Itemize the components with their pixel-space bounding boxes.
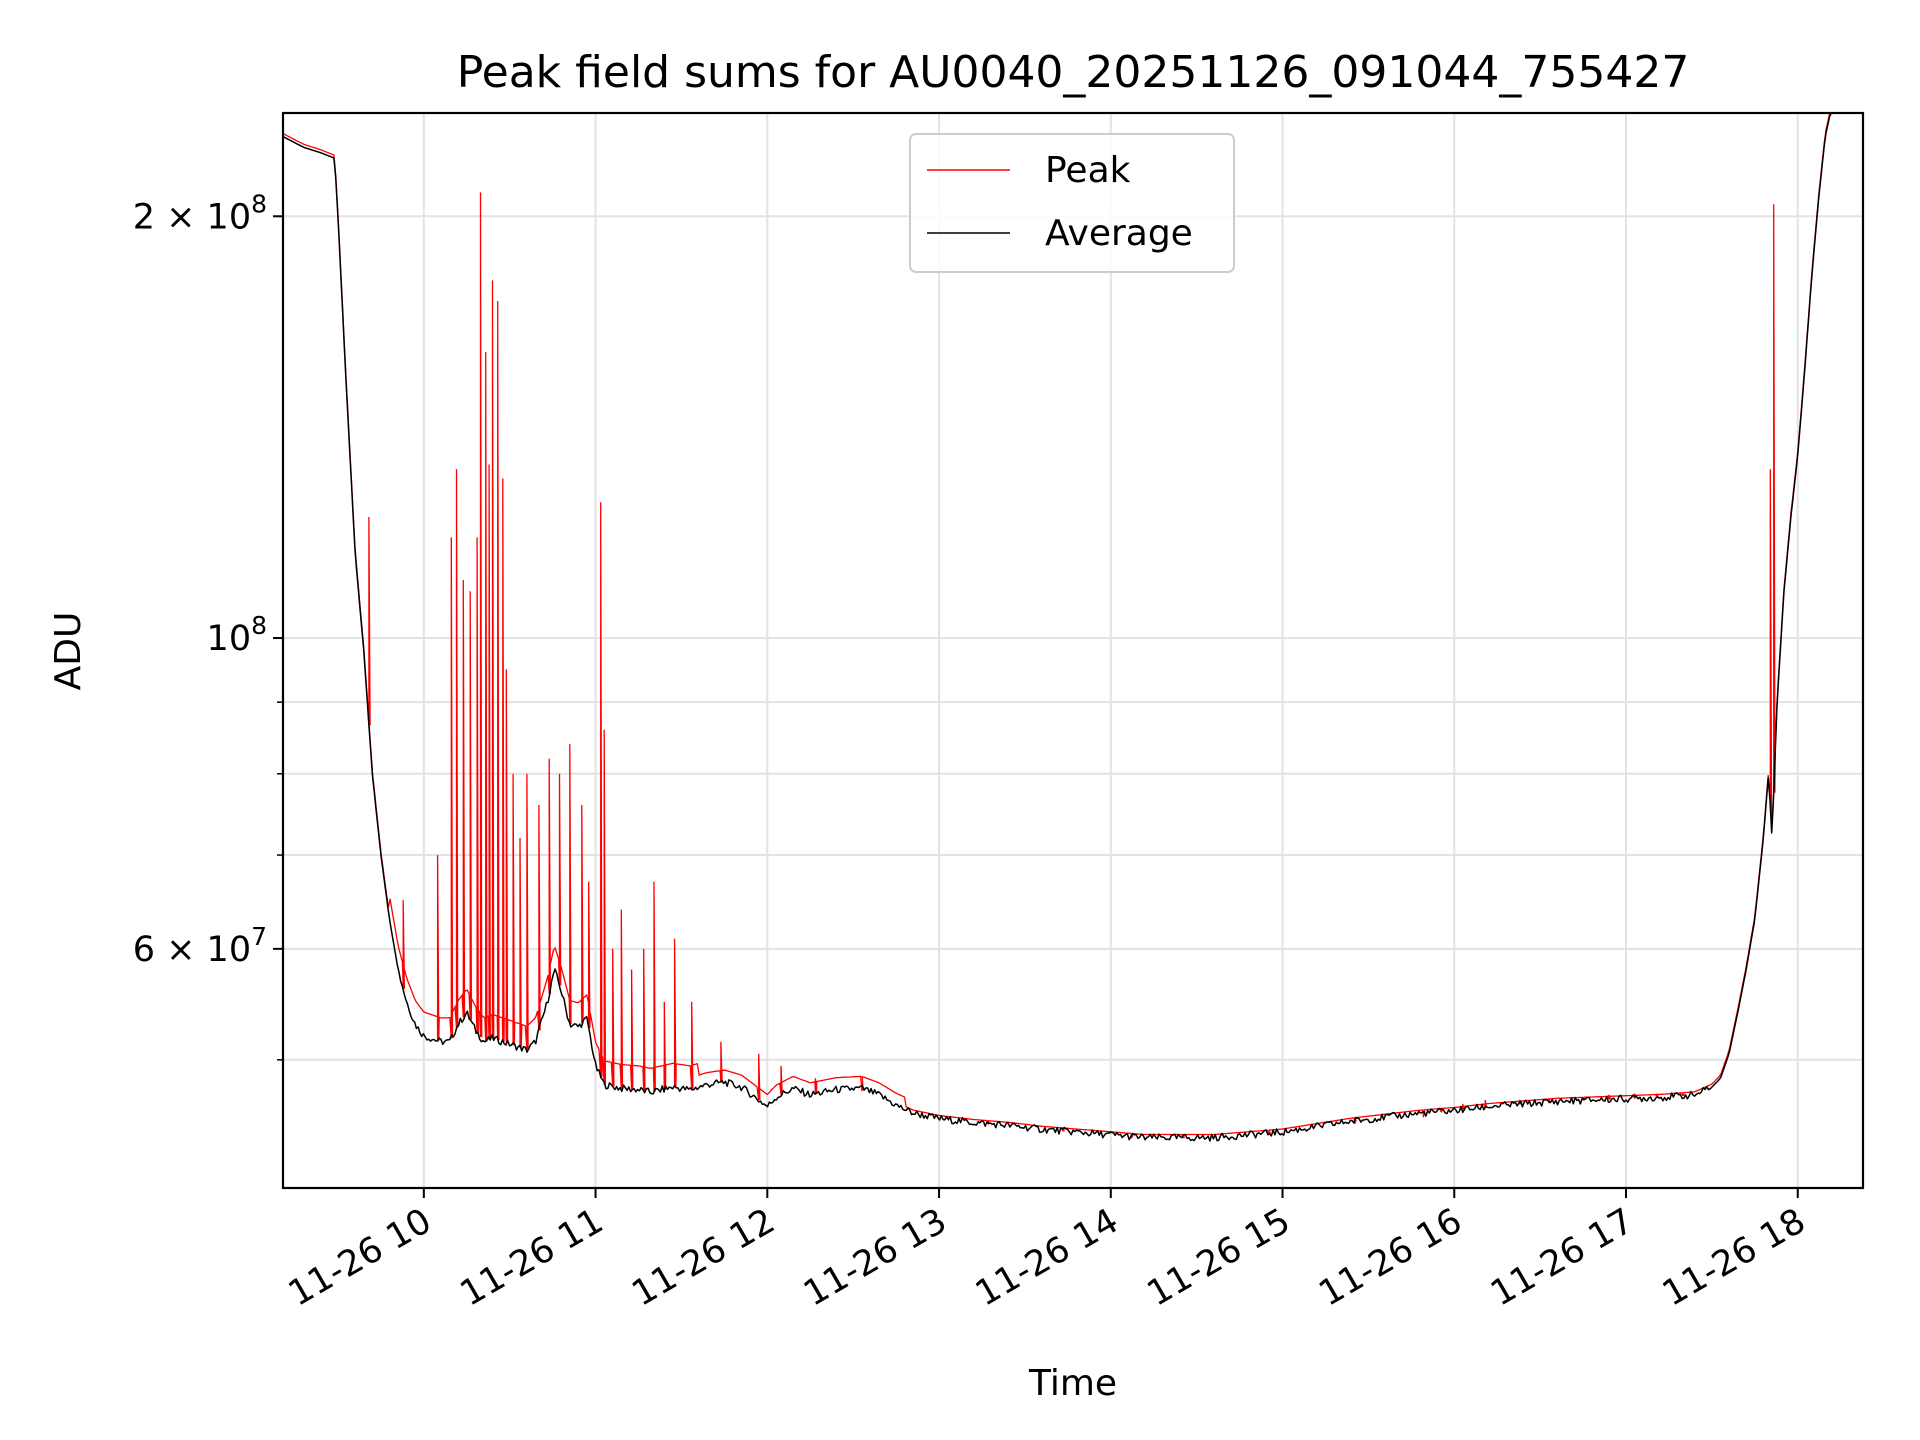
y-axis-title: ADU xyxy=(48,612,89,691)
chart-title: Peak field sums for AU0040_20251126_0910… xyxy=(457,47,1690,98)
y-tick-label: 2 × 108 xyxy=(133,189,267,237)
y-tick-label-base: 10 xyxy=(207,619,252,659)
series-group xyxy=(283,113,1863,1142)
y-tick-label-exponent: 7 xyxy=(251,922,267,951)
x-axis-title: Time xyxy=(1028,1363,1117,1404)
legend-average-label: Average xyxy=(1045,213,1193,254)
legend-peak-label: Peak xyxy=(1045,150,1131,191)
y-tick-label-exponent: 8 xyxy=(251,611,267,640)
y-tick-label-exponent: 8 xyxy=(251,189,267,218)
y-tick-label: 108 xyxy=(207,611,267,659)
legend: Peak Average xyxy=(909,133,1235,273)
legend-box xyxy=(909,133,1235,273)
series-layer xyxy=(283,113,1863,1142)
y-tick-label: 6 × 107 xyxy=(133,922,267,970)
plot-frame xyxy=(281,111,1865,1190)
y-tick-label-base: 6 × 10 xyxy=(133,930,251,970)
y-tick-label-base: 2 × 10 xyxy=(133,197,251,237)
average-series-line xyxy=(283,113,1863,1142)
